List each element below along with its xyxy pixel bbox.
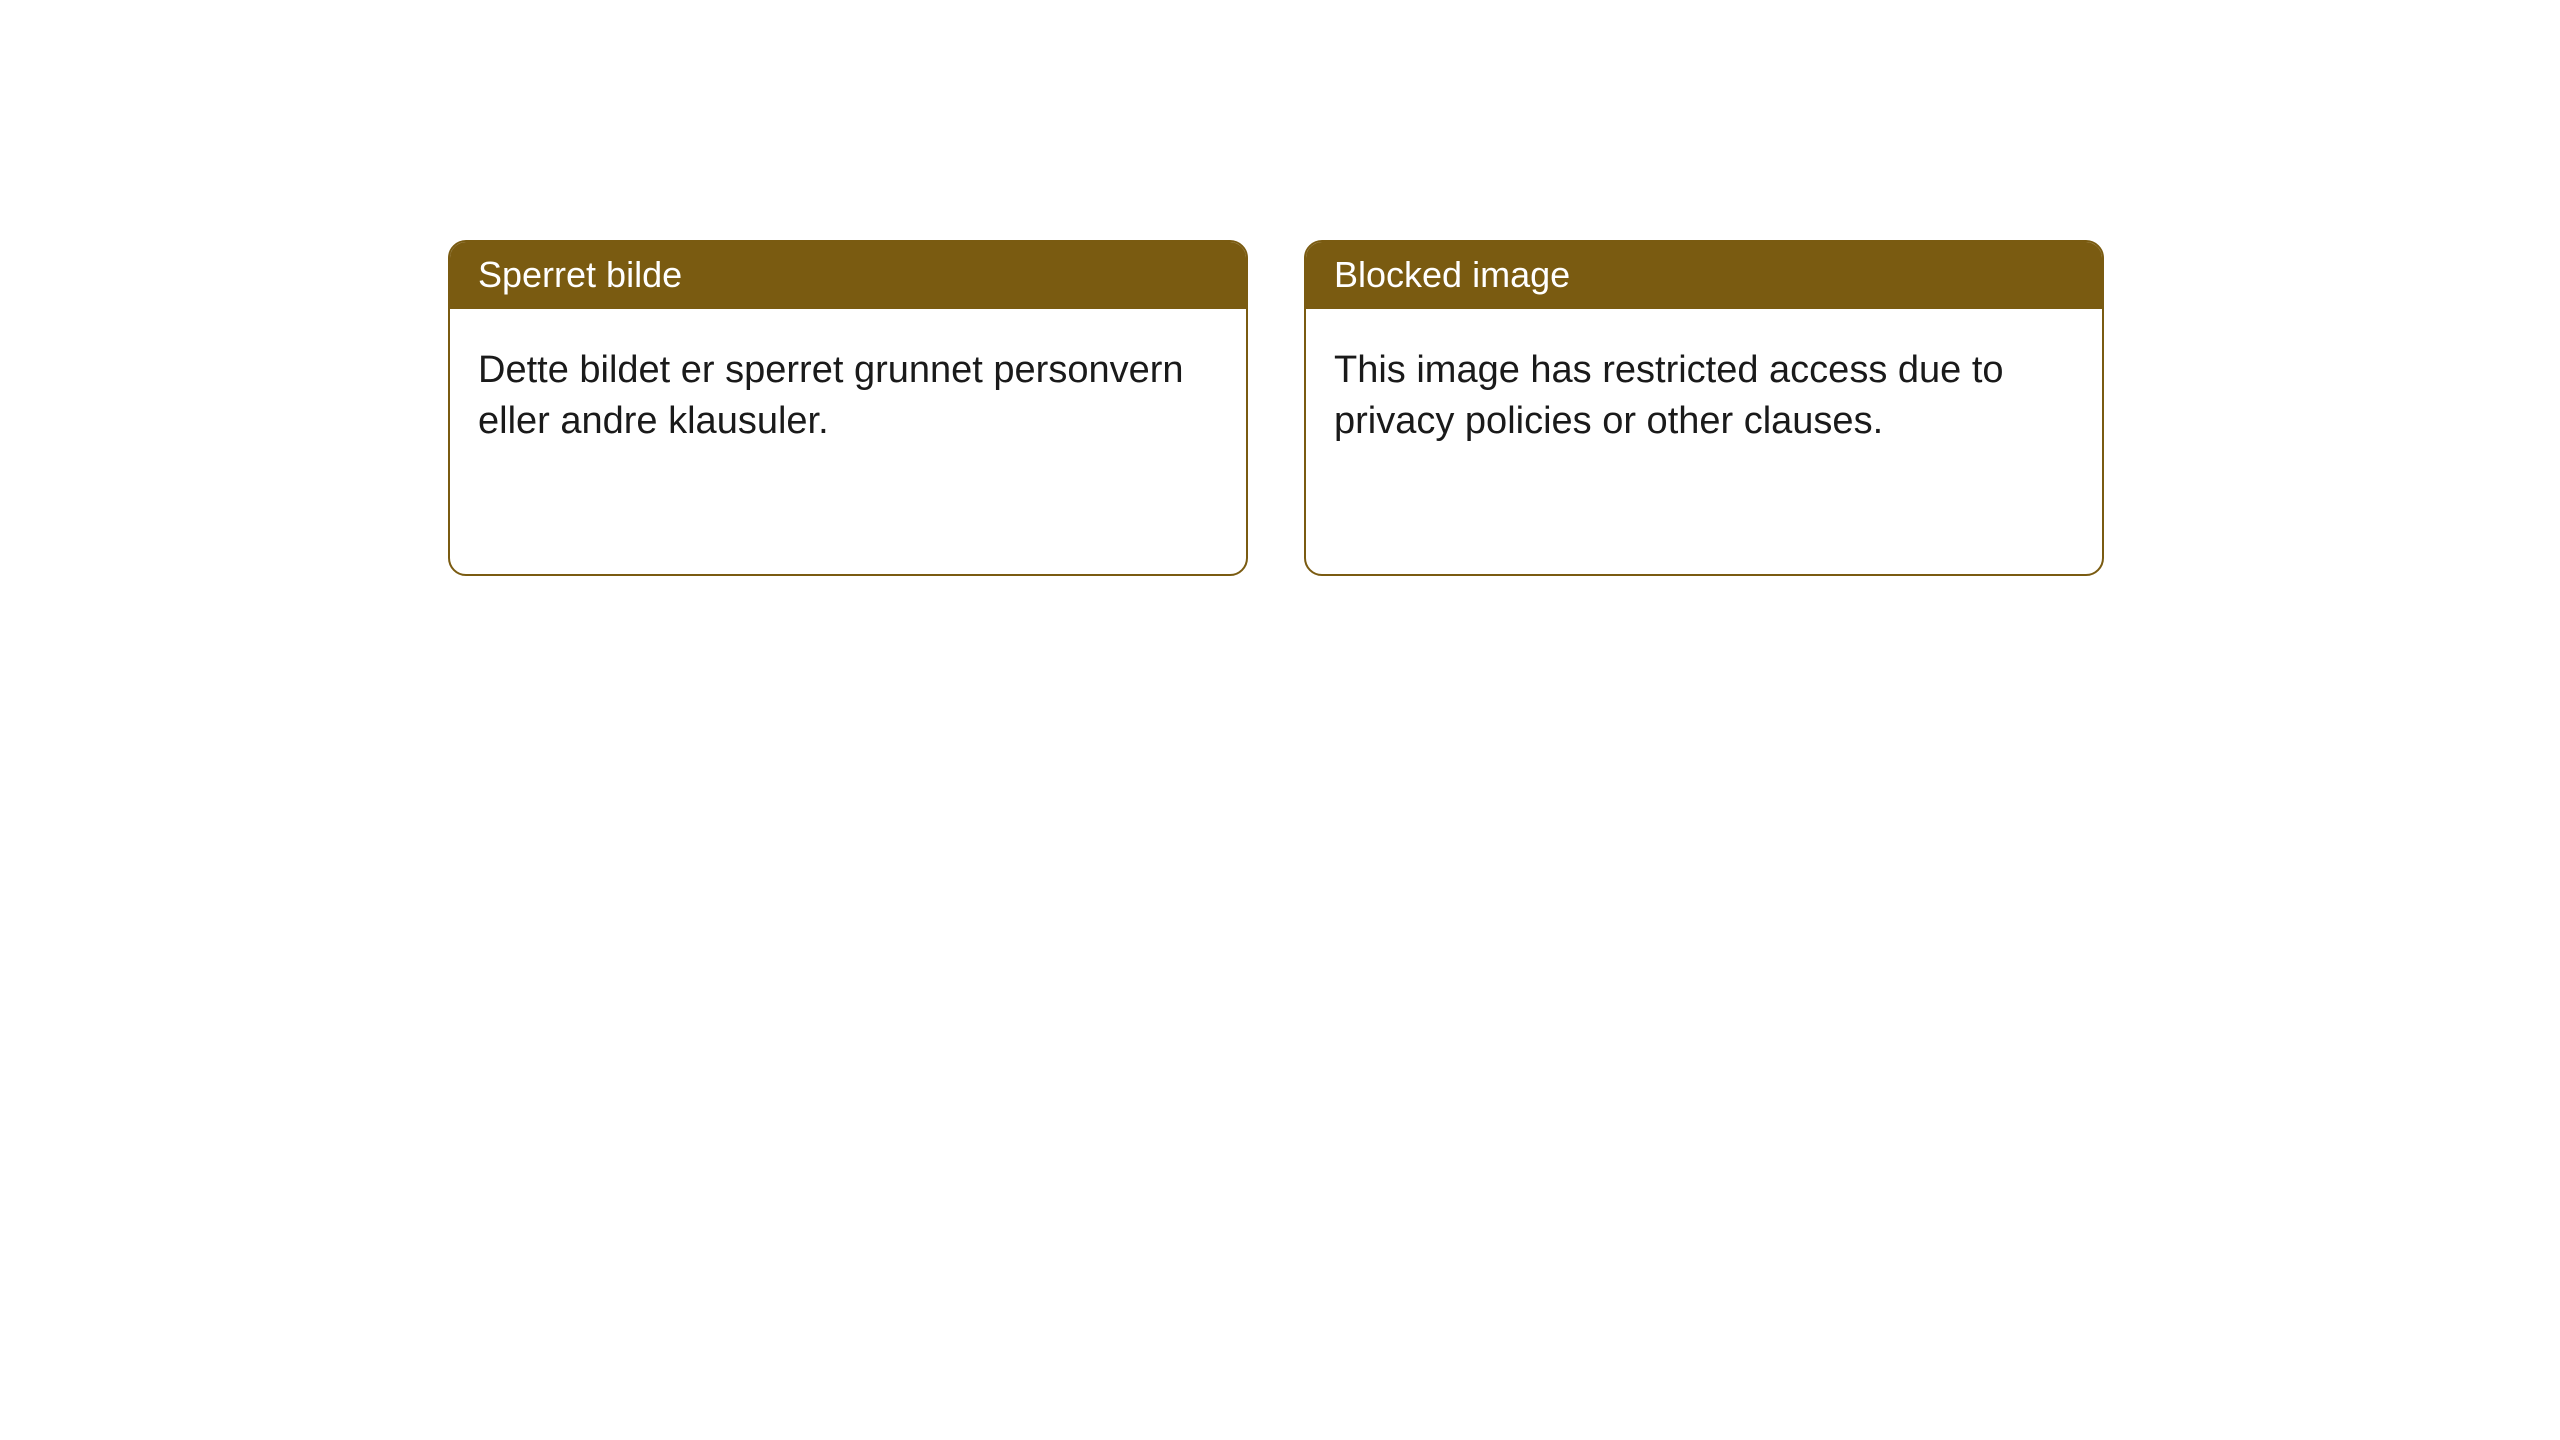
card-body: This image has restricted access due to … [1306,309,2102,484]
card-header: Sperret bilde [450,242,1246,309]
card-body-text: Dette bildet er sperret grunnet personve… [478,349,1184,442]
card-header: Blocked image [1306,242,2102,309]
card-body: Dette bildet er sperret grunnet personve… [450,309,1246,484]
notice-card-norwegian: Sperret bilde Dette bildet er sperret gr… [448,240,1248,576]
notice-card-english: Blocked image This image has restricted … [1304,240,2104,576]
card-title: Sperret bilde [478,254,682,295]
notice-cards-container: Sperret bilde Dette bildet er sperret gr… [448,240,2104,576]
card-body-text: This image has restricted access due to … [1334,349,2004,442]
card-title: Blocked image [1334,254,1570,295]
